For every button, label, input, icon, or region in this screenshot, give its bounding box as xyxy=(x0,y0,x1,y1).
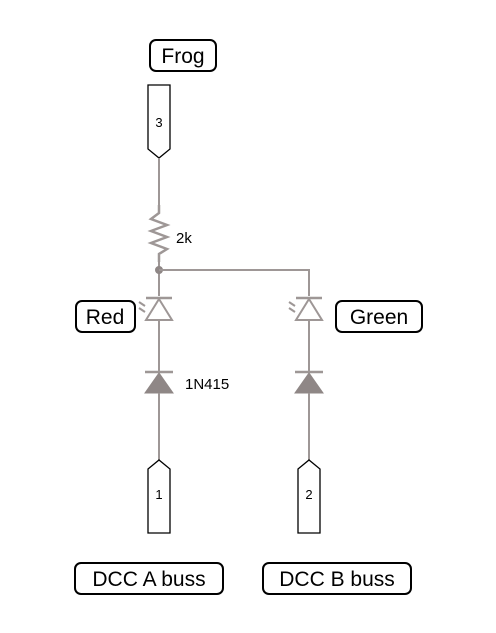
diode-right xyxy=(294,370,324,394)
diode-part-number: 1N415 xyxy=(185,376,229,393)
connector-pin-3: 3 xyxy=(147,84,171,159)
dcc-a-buss-label: DCC A buss xyxy=(74,562,224,595)
red-label: Red xyxy=(75,300,136,333)
red-led xyxy=(138,296,174,321)
connector-pin-2: 2 xyxy=(297,459,321,534)
resistor-2k: 2k xyxy=(147,205,192,262)
dcc-b-buss-text: DCC B buss xyxy=(279,568,395,591)
diode-left: 1N415 xyxy=(144,370,229,394)
resistor-value: 2k xyxy=(176,230,192,247)
dcc-b-buss-label: DCC B buss xyxy=(262,562,412,595)
pin-3-number: 3 xyxy=(155,115,162,130)
green-led-triangle xyxy=(294,297,324,321)
pin-1-number: 1 xyxy=(155,487,162,502)
green-label-text: Green xyxy=(350,306,408,329)
connector-pin-1: 1 xyxy=(147,459,171,534)
resistor-zigzag xyxy=(147,205,171,262)
frog-label-text: Frog xyxy=(161,45,204,68)
diode-left-triangle xyxy=(144,372,174,394)
red-led-emission-ray xyxy=(138,307,146,313)
pin-2-number: 2 xyxy=(305,487,312,502)
diode-right-triangle xyxy=(294,372,324,394)
frog-label: Frog xyxy=(149,39,217,72)
red-label-text: Red xyxy=(86,306,125,329)
red-led-triangle xyxy=(144,297,174,321)
red-led-emission-ray xyxy=(138,301,146,307)
wire-junction-to-green-led xyxy=(159,269,310,296)
green-led xyxy=(288,296,324,321)
dcc-a-buss-text: DCC A buss xyxy=(92,568,205,591)
green-led-emission-ray xyxy=(288,301,296,307)
green-label: Green xyxy=(335,300,423,333)
green-led-emission-ray xyxy=(288,307,296,313)
